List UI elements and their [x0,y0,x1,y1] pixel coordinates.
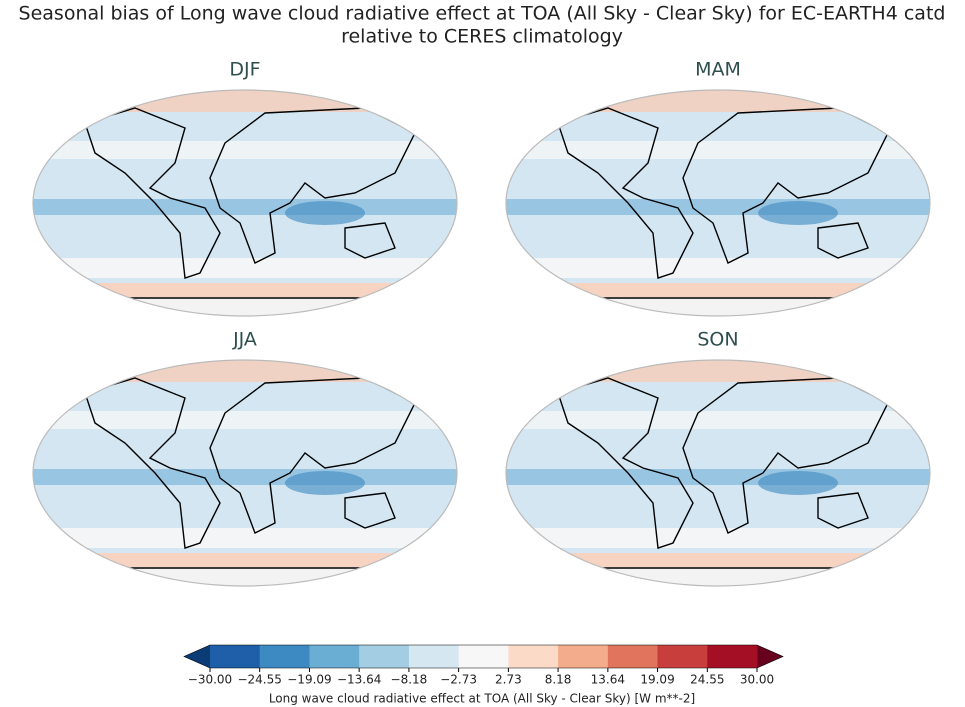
colorbar-extend [757,645,783,668]
white-belt [33,258,457,278]
tropic-blob [285,201,365,225]
panel-title: JJA [232,329,257,351]
tropic-blob [758,201,838,225]
tropic-band [506,469,930,485]
colorbar-extend [184,645,210,668]
white-belt [33,528,457,548]
panel-title: SON [697,329,738,351]
colorbar-tick-label: −30.00 [188,673,232,687]
antarctic [33,297,457,316]
map [33,90,457,316]
map [33,360,457,586]
figure-title: relative to CERES climatology [341,26,623,48]
colorbar-tick-label: 2.73 [495,673,522,687]
colorbar-segment [309,645,360,668]
colorbar-segment [607,645,659,668]
polar-band [506,283,930,297]
polar-band [33,553,457,567]
antarctic [506,567,930,586]
panel-title: MAM [695,59,741,81]
panel-title: DJF [229,59,260,81]
colorbar-segment [210,645,261,668]
coastline [557,377,694,549]
map-frame [32,359,458,587]
colorbar-tick-label: 30.00 [740,673,774,687]
coastline [557,107,694,279]
coastline [84,107,221,279]
map-frame [32,89,458,317]
colorbar-segment [259,645,310,668]
polar-band [506,90,930,112]
tropic-band [33,469,457,485]
antarctic [506,297,930,316]
antarctic [33,567,457,586]
colorbar-segment [508,645,559,668]
colorbar-tick-label: 24.55 [690,673,724,687]
map-frame [505,359,931,587]
colorbar-tick-label: 13.64 [591,673,625,687]
white-belt [506,141,930,159]
map [506,90,930,316]
white-belt [33,141,457,159]
coastline [344,492,396,529]
colorbar-segment [707,645,758,668]
polar-band [506,360,930,382]
tropic-band [33,199,457,215]
map-frame [505,89,931,317]
colorbar-segment [657,645,708,668]
polar-band [506,553,930,567]
colorbar-tick-label: −19.09 [287,673,331,687]
coastline [344,222,396,259]
colorbar-tick-label: −8.18 [391,673,428,687]
coastline [817,222,869,259]
coastline [84,377,221,549]
white-belt [33,411,457,429]
white-belt [506,528,930,548]
tropic-blob [285,471,365,495]
polar-band [33,283,457,297]
colorbar-segment [458,645,509,668]
colorbar-tick-label: 19.09 [640,673,674,687]
figure-title: Seasonal bias of Long wave cloud radiati… [19,3,946,25]
white-belt [506,411,930,429]
tropic-band [506,199,930,215]
coastline [817,492,869,529]
polar-band [33,360,457,382]
colorbar-tick-label: 8.18 [545,673,572,687]
colorbar-tick-label: −24.55 [237,673,281,687]
colorbar-segment [408,645,460,668]
colorbar-label: Long wave cloud radiative effect at TOA … [269,692,695,706]
colorbar-outline [183,644,784,669]
white-belt [506,258,930,278]
tropic-blob [758,471,838,495]
colorbar-segment [359,645,410,668]
map [506,360,930,586]
polar-band [33,90,457,112]
colorbar-segment [558,645,609,668]
colorbar-tick-label: −13.64 [337,673,381,687]
colorbar-tick-label: −2.73 [440,673,477,687]
